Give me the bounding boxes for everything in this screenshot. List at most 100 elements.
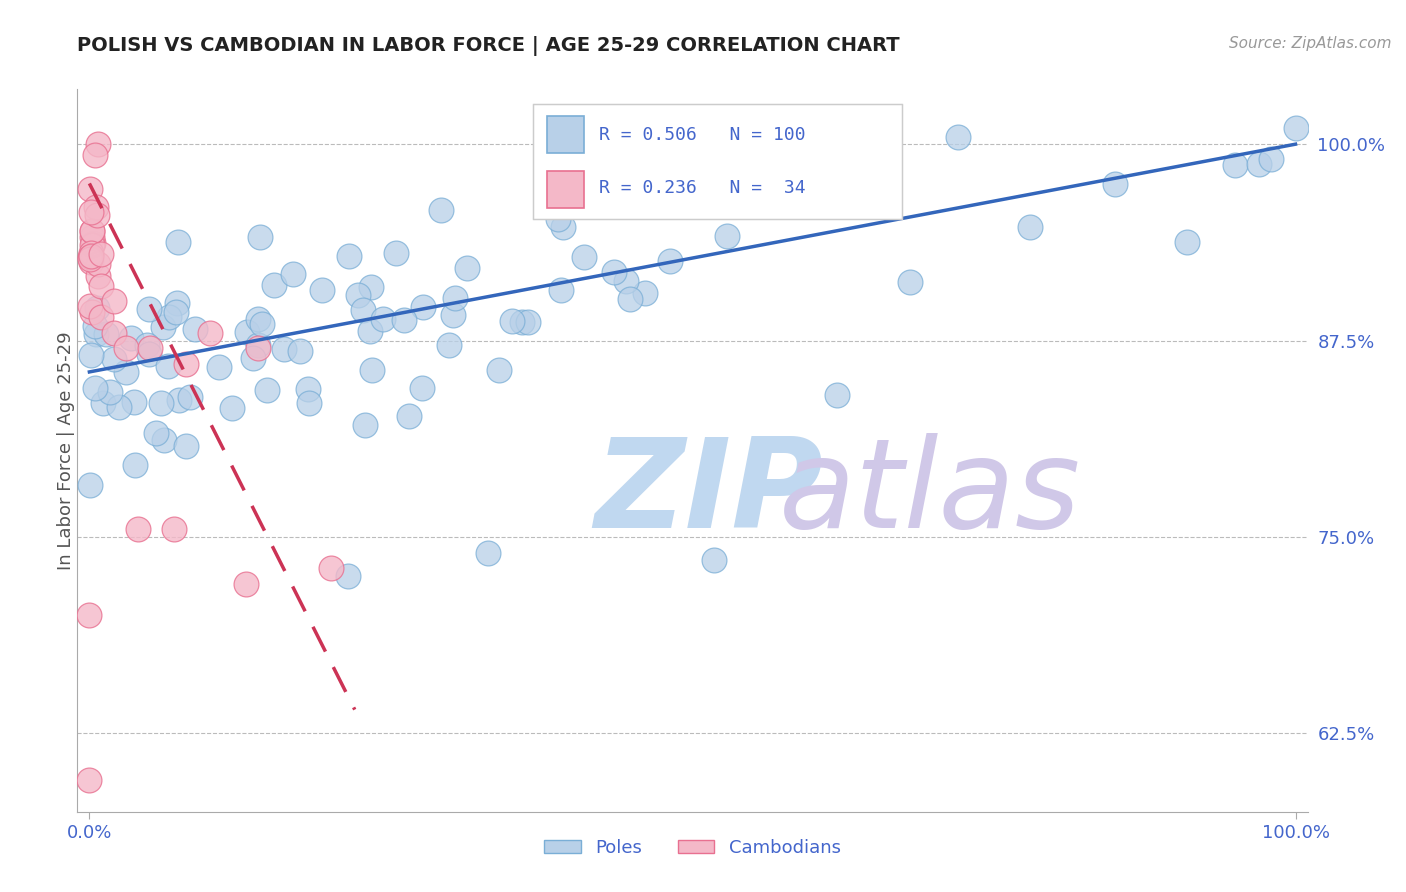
Point [898,275,921,289]
Point [1284,121,1306,136]
Point [167,235,190,249]
Point [298,396,321,410]
Point [179,390,201,404]
Point [135,337,157,351]
Point [108,401,131,415]
Point [510,315,533,329]
Point [456,261,478,276]
Point [163,522,186,536]
Point [79,182,101,196]
Point [127,522,149,536]
Point [79,773,101,788]
Point [98,385,121,400]
Point [702,553,724,567]
Point [547,212,569,227]
Text: POLISH VS CAMBODIAN IN LABOR FORCE | AGE 25-29 CORRELATION CHART: POLISH VS CAMBODIAN IN LABOR FORCE | AGE… [77,36,900,55]
Point [80,246,103,260]
Point [80,224,103,238]
Point [621,199,644,213]
Point [256,383,278,397]
Point [80,348,103,362]
Point [1175,235,1198,249]
Point [412,300,434,314]
Point [94,326,117,341]
Point [80,255,103,269]
Point [87,257,110,271]
Point [91,396,114,410]
Point [716,228,738,243]
Point [184,322,207,336]
Point [411,381,433,395]
Point [353,417,375,432]
Point [79,299,101,313]
Point [166,295,188,310]
Point [80,249,103,263]
Point [658,254,681,268]
Point [1260,152,1282,166]
Point [336,569,359,583]
Point [352,303,374,318]
Point [583,199,606,213]
Point [553,219,575,234]
Point [138,347,160,361]
Point [90,278,112,293]
Point [157,359,180,374]
Point [167,392,190,407]
Point [1225,158,1247,172]
Point [371,312,394,326]
Point [82,305,104,319]
Point [263,277,285,292]
Point [80,224,103,238]
Point [86,137,108,152]
Point [174,439,197,453]
Point [946,130,969,145]
Point [198,326,221,340]
Point [115,365,138,379]
Point [311,284,333,298]
Point [235,325,257,339]
Legend: Poles, Cambodians: Poles, Cambodians [537,831,848,864]
Point [247,311,270,326]
Point [361,362,384,376]
Point [319,561,342,575]
Text: Source: ZipAtlas.com: Source: ZipAtlas.com [1229,36,1392,51]
Point [337,249,360,263]
Point [83,381,105,395]
Point [247,342,270,356]
Point [114,342,136,356]
Point [550,283,572,297]
Text: atlas: atlas [779,434,1081,554]
Point [242,351,264,365]
Point [444,291,467,305]
Point [145,426,167,441]
Point [79,608,101,623]
Point [634,286,657,301]
Y-axis label: In Labor Force | Age 25-29: In Labor Force | Age 25-29 [58,331,75,570]
Point [165,305,187,319]
Point [103,352,125,367]
Point [488,363,510,377]
Point [82,238,104,252]
Point [221,401,243,415]
Point [273,343,295,357]
Point [704,193,727,207]
Point [84,327,107,342]
Point [79,250,101,264]
Point [437,338,460,352]
Point [174,357,197,371]
Point [84,319,107,334]
Point [157,310,180,324]
Point [80,204,103,219]
Point [603,265,626,279]
Point [208,360,231,375]
Point [1019,219,1042,234]
Point [83,147,105,161]
Point [79,252,101,266]
Point [86,200,108,214]
Point [103,294,125,309]
Point [1249,156,1271,170]
Point [288,344,311,359]
Point [120,331,142,345]
Point [517,315,540,329]
Point [90,247,112,261]
